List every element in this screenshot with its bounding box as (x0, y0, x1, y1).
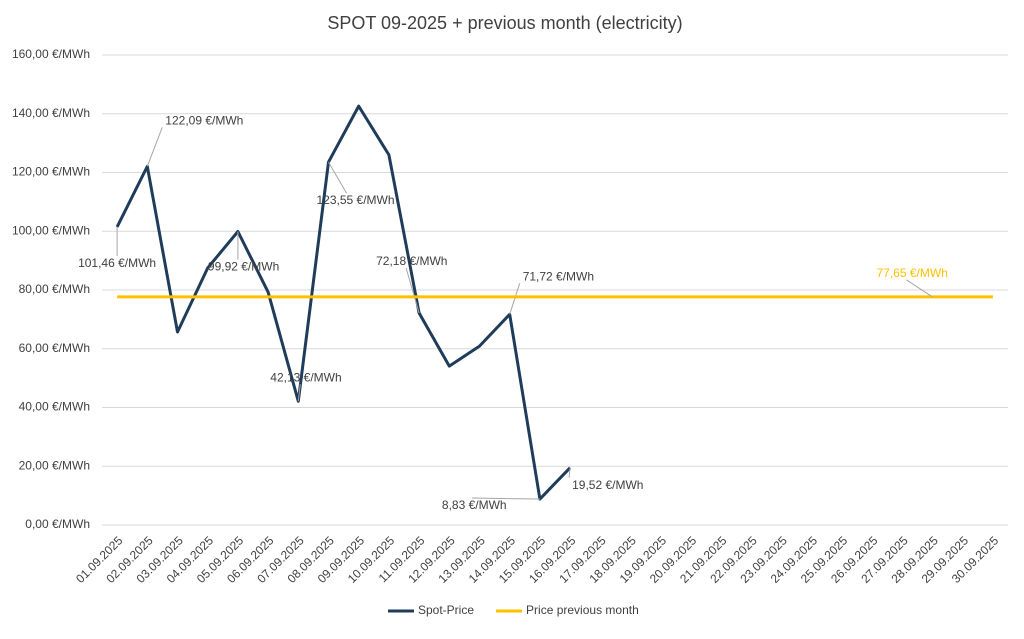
y-tick-label: 80,00 €/MWh (19, 282, 90, 296)
data-label: 71,72 €/MWh (523, 269, 594, 283)
leader-line (297, 384, 301, 402)
chart-title: SPOT 09-2025 + previous month (electrici… (327, 13, 682, 33)
series-line (115, 104, 572, 501)
y-tick-label: 0,00 €/MWh (25, 517, 90, 531)
data-label: 123,55 €/MWh (317, 193, 395, 207)
data-label: 99,92 €/MWh (208, 260, 279, 274)
leader-line (906, 279, 933, 298)
data-label: 77,65 €/MWh (877, 266, 948, 280)
y-tick-label: 60,00 €/MWh (19, 341, 90, 355)
data-label: 19,52 €/MWh (572, 478, 643, 492)
y-tick-label: 140,00 €/MWh (12, 106, 90, 120)
y-tick-label: 40,00 €/MWh (19, 400, 90, 414)
leader-line (328, 161, 347, 194)
leader-line (146, 127, 163, 167)
data-label: 72,18 €/MWh (376, 254, 447, 268)
y-tick-label: 120,00 €/MWh (12, 165, 90, 179)
data-label: 8,83 €/MWh (442, 498, 507, 512)
data-label: 122,09 €/MWh (165, 114, 243, 128)
leader-line (568, 467, 571, 478)
legend-label: Price previous month (526, 603, 639, 617)
leader-line (405, 267, 420, 314)
y-tick-label: 20,00 €/MWh (19, 458, 90, 472)
data-label: 101,46 €/MWh (78, 256, 156, 270)
leader-line (471, 497, 540, 500)
y-tick-label: 160,00 €/MWh (12, 47, 90, 61)
legend-label: Spot-Price (418, 603, 474, 617)
data-label: 42,13 €/MWh (270, 370, 341, 384)
leader-line (509, 283, 521, 315)
y-tick-label: 100,00 €/MWh (12, 223, 90, 237)
